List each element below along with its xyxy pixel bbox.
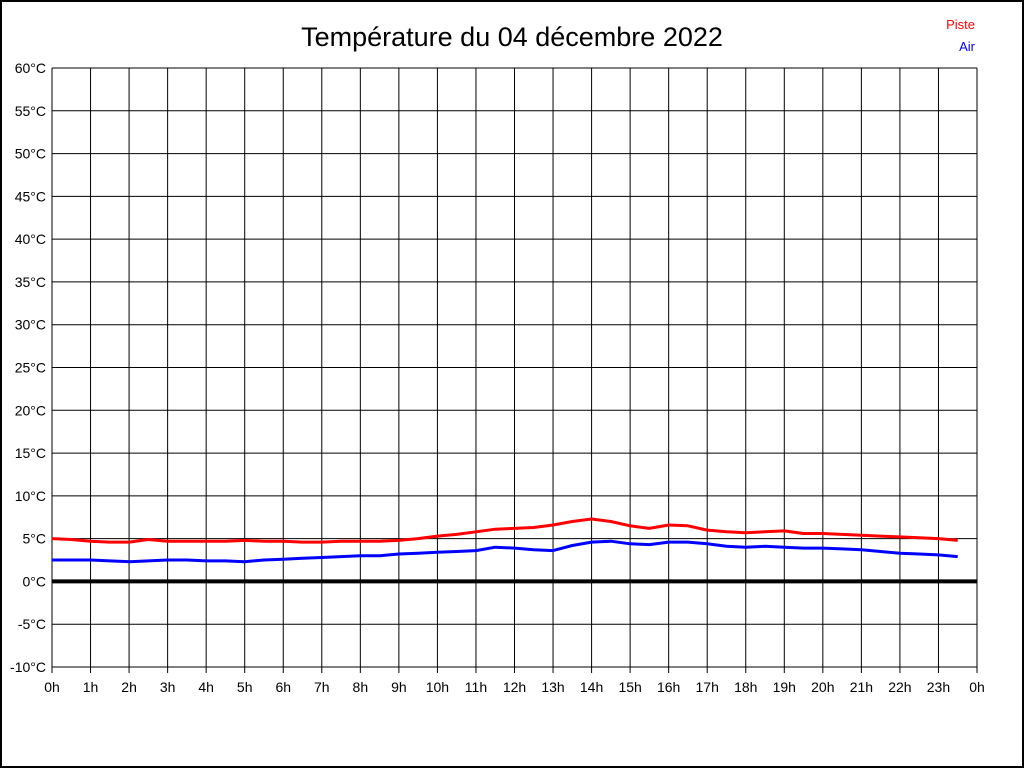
y-axis-label: -10°C [10, 659, 46, 675]
x-axis-label: 5h [237, 679, 253, 695]
x-axis-label: 20h [811, 679, 834, 695]
x-axis-label: 8h [353, 679, 369, 695]
x-axis-label: 0h [44, 679, 60, 695]
x-axis-label: 15h [618, 679, 641, 695]
y-axis-label: 45°C [15, 188, 46, 204]
y-axis-label: 20°C [15, 402, 46, 418]
y-axis-label: 15°C [15, 445, 46, 461]
series-line-air [52, 539, 958, 564]
y-axis-label: -5°C [18, 616, 46, 632]
x-axis-label: 22h [888, 679, 911, 695]
y-axis-label: 55°C [15, 103, 46, 119]
x-axis-label: 14h [580, 679, 603, 695]
legend-item-piste: Piste [946, 17, 975, 32]
x-axis-label: 17h [696, 679, 719, 695]
y-axis-label: 35°C [15, 274, 46, 290]
y-axis-label: 10°C [15, 488, 46, 504]
y-axis-label: 50°C [15, 146, 46, 162]
x-axis-label: 19h [773, 679, 796, 695]
x-axis-label: 16h [657, 679, 680, 695]
series-line-piste [51, 517, 958, 544]
x-axis-label: 6h [275, 679, 291, 695]
y-axis-label: 5°C [23, 531, 47, 547]
legend-item-air: Air [959, 39, 975, 54]
legend: Piste Air [946, 14, 975, 58]
x-axis-label: 12h [503, 679, 526, 695]
x-axis-label: 23h [927, 679, 950, 695]
x-axis-label: 10h [426, 679, 449, 695]
x-axis-label: 1h [83, 679, 99, 695]
x-axis-label: 18h [734, 679, 757, 695]
x-axis-label: 4h [198, 679, 214, 695]
x-axis-label: 0h [969, 679, 985, 695]
x-axis-label: 9h [391, 679, 407, 695]
y-axis-label: 25°C [15, 360, 46, 376]
y-axis-label: 40°C [15, 231, 46, 247]
x-axis-label: 11h [465, 679, 487, 695]
x-axis-label: 7h [314, 679, 330, 695]
x-axis-label: 3h [160, 679, 176, 695]
y-axis-label: 0°C [23, 573, 47, 589]
y-axis-label: 30°C [15, 317, 46, 333]
x-axis-label: 21h [850, 679, 873, 695]
x-axis-label: 2h [121, 679, 137, 695]
chart-title: Température du 04 décembre 2022 [301, 22, 723, 52]
y-axis-label: 60°C [15, 60, 46, 76]
x-axis-label: 13h [541, 679, 564, 695]
